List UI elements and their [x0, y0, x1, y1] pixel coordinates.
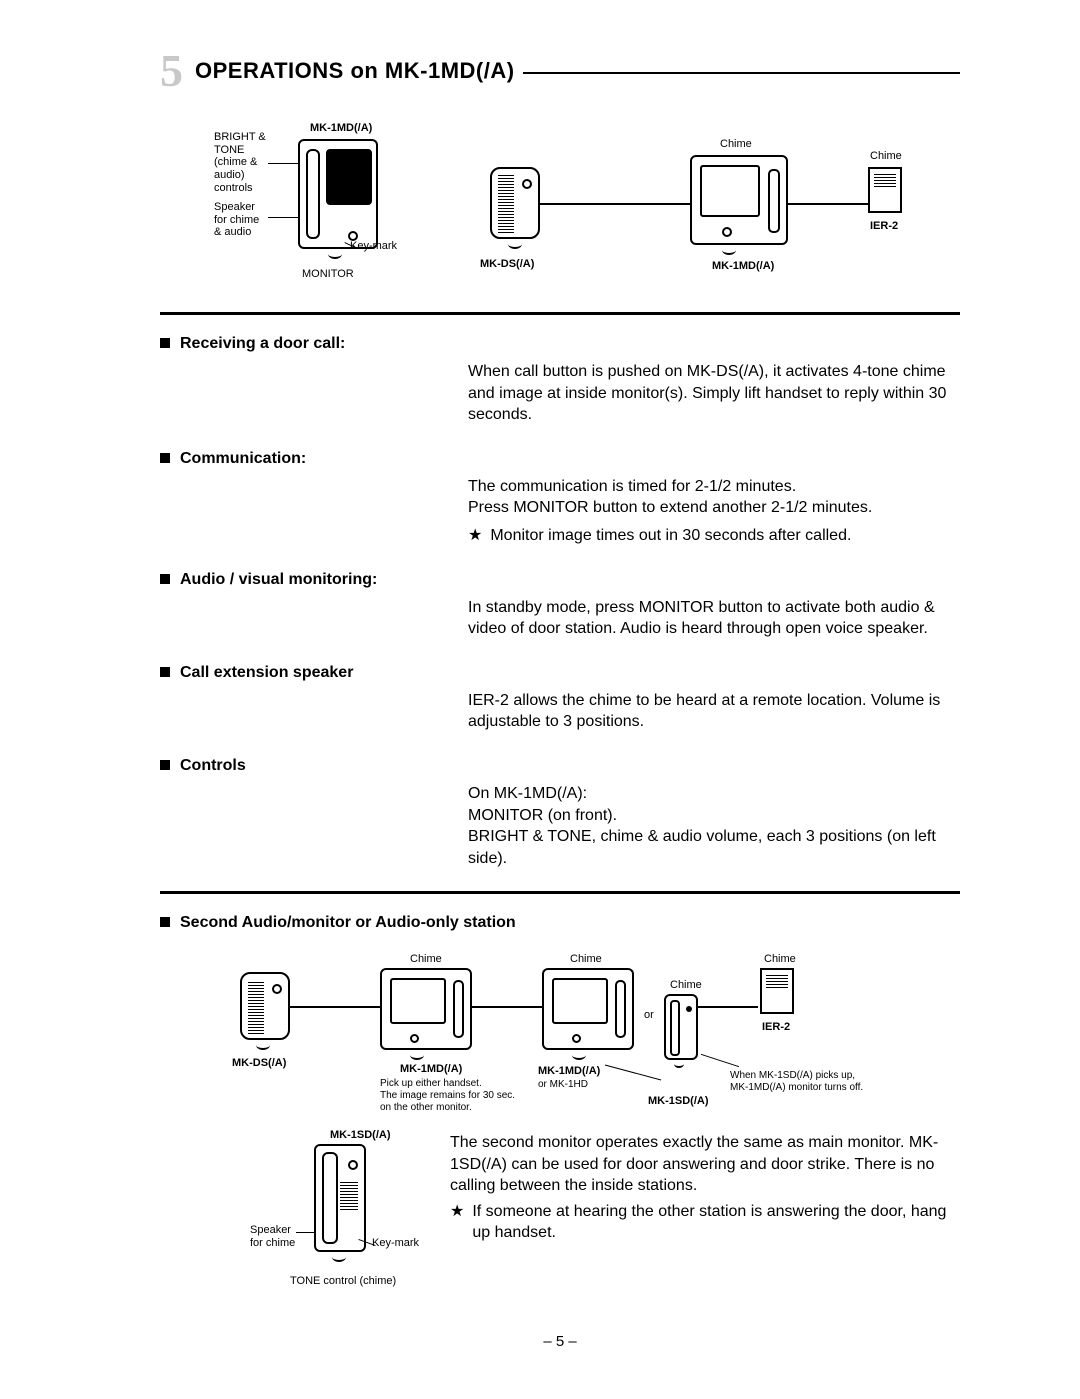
mk1sd-speaker-label: Speaker for chime [250, 1224, 295, 1249]
second-body-p1: The second monitor operates exactly the … [450, 1132, 960, 1197]
or-mk1hd-label: or MK-1HD [538, 1078, 588, 1092]
section-audiovisual: Audio / visual monitoring: In standby mo… [160, 569, 960, 640]
ier2-label: IER-2 [870, 219, 898, 234]
mk1md-d2-label-2: MK-1MD(/A) [538, 1064, 600, 1079]
divider-2 [160, 891, 960, 894]
section-body: IER-2 allows the chime to be heard at a … [460, 662, 960, 733]
mk1sd-label-d2: MK-1SD(/A) [648, 1094, 709, 1109]
keymark-label: Key-mark [350, 239, 397, 254]
mk1md-d2-label-1: MK-1MD(/A) [400, 1062, 462, 1077]
mkds-device [490, 167, 540, 239]
section-title: Controls [180, 755, 460, 869]
star-icon: ★ [450, 1201, 464, 1244]
second-body-text: The second monitor operates exactly the … [420, 1132, 960, 1302]
mk1sd-title: MK-1SD(/A) [330, 1128, 391, 1143]
ier2-device [868, 167, 902, 213]
mk1md-d2-1 [380, 968, 472, 1050]
section-body: In standby mode, press MONITOR button to… [460, 569, 960, 640]
section-controls: Controls On MK-1MD(/A): MONITOR (on fron… [160, 755, 960, 869]
page-number: – 5 – [160, 1332, 960, 1352]
star-note-2: ★ If someone at hearing the other statio… [450, 1201, 960, 1244]
bullet-icon [160, 917, 170, 927]
bullet-icon [160, 453, 170, 463]
chime-d2-3: Chime [670, 978, 702, 993]
section-second-heading: Second Audio/monitor or Audio-only stati… [160, 912, 960, 934]
mk1sd-detail-block: MK-1SD(/A) Speaker for chime Key-mark TO… [260, 1132, 420, 1302]
star-text-2: If someone at hearing the other station … [472, 1201, 960, 1244]
when-note: When MK-1SD(/A) picks up, MK-1MD(/A) mon… [730, 1070, 863, 1094]
mk1md-title-label: MK-1MD(/A) [310, 121, 372, 136]
mk1sd-small [664, 994, 698, 1060]
mkds-label: MK-DS(/A) [480, 257, 534, 272]
chapter-heading: 5 OPERATIONS on MK-1MD(/A) [160, 40, 960, 102]
mk1sd-tone-label: TONE control (chime) [290, 1274, 396, 1289]
speaker-label: Speaker for chime & audio [214, 201, 259, 239]
section-title: Second Audio/monitor or Audio-only stati… [180, 912, 516, 934]
mkds-label-2: MK-DS(/A) [232, 1056, 286, 1071]
monitor-label: MONITOR [302, 267, 354, 282]
section-body: The communication is timed for 2-1/2 min… [460, 448, 960, 547]
star-icon: ★ [468, 525, 482, 547]
section-title: Audio / visual monitoring: [180, 569, 460, 640]
mk1sd-device [314, 1144, 366, 1252]
mk1md-label: MK-1MD(/A) [712, 259, 774, 274]
chime-d2-2: Chime [570, 952, 602, 967]
bullet-icon [160, 574, 170, 584]
bright-tone-label: BRIGHT & TONE (chime & audio) controls [214, 131, 266, 194]
heading-rule [523, 72, 960, 74]
pickup-note: Pick up either handset. The image remain… [380, 1078, 515, 1114]
section-title: Call extension speaker [180, 662, 460, 733]
chapter-title: OPERATIONS on MK-1MD(/A) [195, 56, 515, 86]
ier2-label-d2: IER-2 [762, 1020, 790, 1035]
mk1md-detail-device [298, 139, 378, 249]
section-title: Receiving a door call: [180, 333, 460, 426]
section-body: When call button is pushed on MK-DS(/A),… [460, 333, 960, 426]
bullet-icon [160, 760, 170, 770]
divider-1 [160, 312, 960, 315]
chime-d2-1: Chime [410, 952, 442, 967]
section-title: Communication: [180, 448, 460, 547]
or-label: or [644, 1008, 654, 1023]
communication-text: The communication is timed for 2-1/2 min… [468, 476, 960, 519]
ier2-d2 [760, 968, 794, 1014]
section-callext: Call extension speaker IER-2 allows the … [160, 662, 960, 733]
chime-label-1: Chime [720, 137, 752, 152]
mk1sd-keymark-label: Key-mark [372, 1236, 419, 1251]
section-receiving: Receiving a door call: When call button … [160, 333, 960, 426]
bullet-icon [160, 667, 170, 677]
star-text: Monitor image times out in 30 seconds af… [490, 525, 851, 547]
mkds-device-2 [240, 972, 290, 1040]
star-note: ★ Monitor image times out in 30 seconds … [468, 525, 960, 547]
mk1md-monitor-device [690, 155, 788, 245]
second-diagram: MK-DS(/A) Chime MK-1MD(/A) Pick up eithe… [240, 952, 960, 1122]
mk1md-d2-2 [542, 968, 634, 1050]
top-diagram: MK-1MD(/A) BRIGHT & TONE (chime & audio)… [220, 127, 960, 287]
bullet-icon [160, 338, 170, 348]
section-body: On MK-1MD(/A): MONITOR (on front). BRIGH… [460, 755, 960, 869]
chime-label-2: Chime [870, 149, 902, 164]
chapter-number: 5 [160, 40, 183, 102]
mk1sd-detail-row: MK-1SD(/A) Speaker for chime Key-mark TO… [260, 1132, 960, 1302]
section-communication: Communication: The communication is time… [160, 448, 960, 547]
chime-d2-4: Chime [764, 952, 796, 967]
